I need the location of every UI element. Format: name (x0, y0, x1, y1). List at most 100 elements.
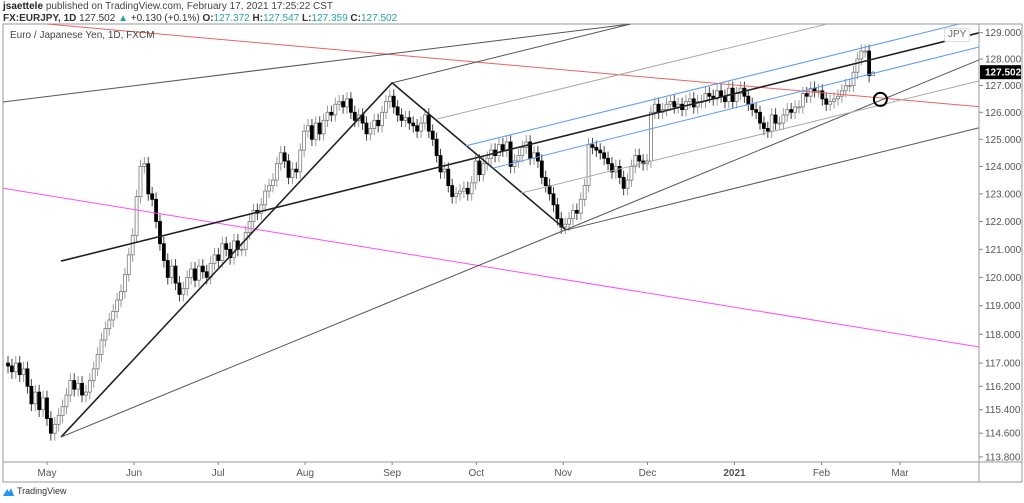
candle-up (497, 144, 501, 156)
candle-up (384, 101, 388, 113)
candle-down (165, 260, 170, 278)
candle-down (395, 106, 400, 116)
candle-down (341, 101, 345, 108)
triangle-up-icon: ▲ (118, 13, 128, 24)
candle-up (263, 190, 268, 206)
candle-down (590, 144, 595, 148)
candle-down (29, 385, 34, 405)
candle-down (543, 176, 548, 186)
currency-badge[interactable]: JPY (944, 28, 971, 42)
candle-down (329, 111, 334, 116)
candle-up (321, 119, 326, 135)
candle-up (649, 111, 653, 162)
y-tick-label: 115.400 (985, 405, 1021, 416)
candle-down (719, 90, 723, 97)
candle-up (785, 109, 790, 116)
candle-down (574, 209, 579, 214)
candle-down (150, 193, 155, 200)
candle-up (259, 204, 264, 214)
candle-down (411, 122, 416, 127)
change: +0.130 (+0.1%) (130, 13, 200, 24)
candle-down (80, 382, 84, 396)
trendline (464, 24, 960, 147)
candle-up (816, 90, 821, 93)
candle-up (629, 166, 634, 181)
candle-down (621, 176, 626, 189)
chart-frame (2, 23, 1023, 483)
x-tick-label-dec: Dec (639, 468, 657, 479)
candle-down (820, 90, 825, 100)
candle-down (465, 187, 470, 195)
candle-down (606, 157, 610, 165)
tradingview-logo-icon (3, 487, 14, 496)
open-label: O: (202, 13, 214, 24)
candle-up (271, 179, 275, 186)
candle-up (41, 397, 45, 411)
candle-down (154, 198, 158, 222)
candle-up (325, 111, 330, 121)
candle-down (656, 103, 661, 113)
candle-up (33, 391, 38, 405)
candle-down (399, 114, 404, 121)
candle-down (200, 265, 205, 273)
candle-down (158, 221, 162, 245)
candle-down (707, 93, 712, 97)
open-value: 127.372 (213, 13, 250, 24)
candle-up (715, 90, 720, 100)
candle-down (754, 109, 759, 113)
candle-up (520, 146, 525, 156)
candle-up (368, 128, 373, 135)
x-tick-label-jun: Jun (126, 468, 142, 479)
candle-down (438, 155, 443, 173)
candle-up (372, 119, 377, 129)
candle-down (364, 122, 369, 135)
candle-down (17, 362, 22, 376)
y-tick-label: 121.000 (985, 245, 1022, 256)
candle-up (687, 98, 692, 102)
candle-up (652, 103, 657, 113)
candle-up (387, 95, 392, 102)
candle-down (415, 125, 420, 132)
candle-up (239, 248, 244, 251)
candle-up (274, 163, 279, 181)
close-value: 127.502 (360, 13, 398, 24)
candle-down (173, 265, 178, 284)
candle-down (426, 114, 431, 132)
close-label: C: (350, 13, 361, 24)
candle-up (134, 196, 139, 236)
candle-up (107, 319, 112, 329)
candle-down (672, 101, 677, 108)
candle-up (60, 406, 65, 416)
candle-down (6, 362, 10, 367)
candle-down (555, 204, 560, 220)
last-price-label: 127.502 (985, 68, 1022, 79)
candle-down (477, 160, 482, 176)
tradingview-logo[interactable]: TradingView (3, 486, 67, 496)
author-name[interactable]: jsaettele (3, 1, 44, 12)
candle-down (310, 125, 314, 140)
x-tick-label-mar: Mar (891, 468, 909, 479)
candle-up (863, 50, 868, 53)
x-tick-label-jul: Jul (212, 468, 225, 479)
candle-up (64, 394, 69, 408)
symbol-info: FX:EURJPY, 1D 127.502 ▲ +0.130 (+0.1%) O… (3, 13, 397, 24)
pane-title: Euro / Japanese Yen, 1D, FXCM (10, 30, 155, 41)
trendline (3, 187, 979, 348)
candle-up (212, 254, 217, 264)
candle-up (419, 122, 423, 132)
x-tick-label-sep: Sep (383, 468, 401, 479)
candle-up (267, 185, 271, 192)
y-tick-label: 113.800 (985, 452, 1021, 463)
candle-up (738, 87, 743, 94)
candle-up (458, 190, 462, 195)
candle-up (567, 218, 571, 225)
candle-up (695, 101, 700, 108)
candle-up (668, 101, 673, 105)
candle-up (797, 106, 801, 109)
last-price: 127.502 (79, 13, 116, 24)
candle-down (25, 368, 30, 387)
y-tick-label: 124.000 (985, 162, 1022, 173)
candle-up (847, 85, 852, 87)
x-tick-label-oct: Oct (469, 468, 485, 479)
